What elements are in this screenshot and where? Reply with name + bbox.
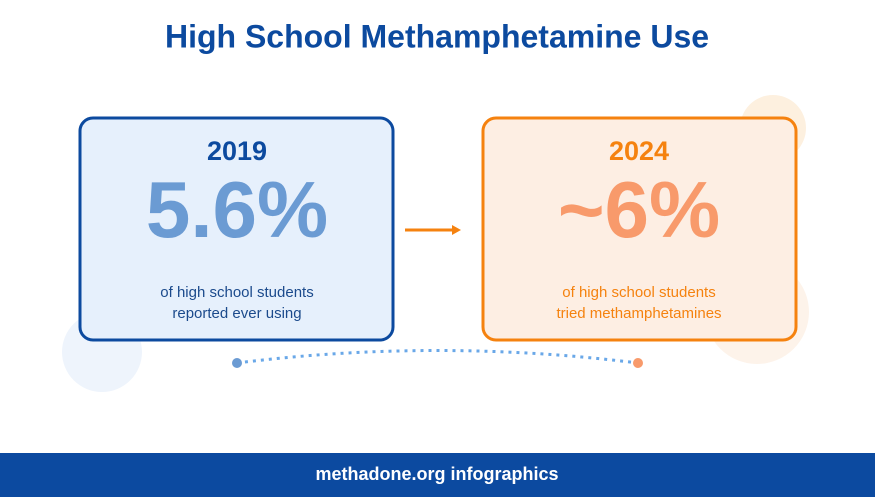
card [481,116,798,342]
card-year: 2024 [609,136,669,166]
card-description: of high school students [562,284,715,301]
footer-bar [0,453,875,497]
connector-dot [232,358,242,368]
connector [236,349,639,365]
footer-text: methadone.org infographics [315,464,558,484]
card-description: of high school students [160,284,313,301]
card-description: tried methamphetamines [556,305,721,322]
card-value: ~6% [558,165,720,254]
connector-dot [633,358,643,368]
card-description: reported ever using [172,305,301,322]
arrow-head [452,225,461,235]
card-value: 5.6% [146,165,328,254]
card [78,116,395,342]
card-year: 2019 [207,136,267,166]
title: High School Methamphetamine Use [165,18,709,54]
